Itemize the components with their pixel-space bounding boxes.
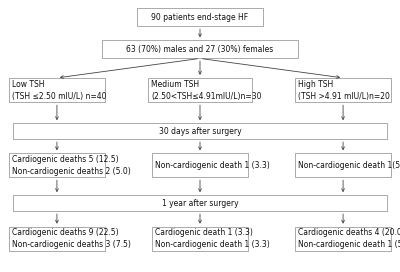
- FancyBboxPatch shape: [13, 123, 387, 139]
- Text: 90 patients end-stage HF: 90 patients end-stage HF: [152, 13, 248, 22]
- FancyBboxPatch shape: [9, 227, 105, 251]
- Text: Cardiogenic deaths 9 (22.5)
Non-cardiogenic deaths 3 (7.5): Cardiogenic deaths 9 (22.5) Non-cardioge…: [12, 228, 131, 249]
- FancyBboxPatch shape: [9, 153, 105, 177]
- Text: 30 days after surgery: 30 days after surgery: [159, 127, 241, 136]
- FancyBboxPatch shape: [295, 78, 391, 103]
- Text: 63 (70%) males and 27 (30%) females: 63 (70%) males and 27 (30%) females: [126, 45, 274, 54]
- Text: Cardiogenic deaths 4 (20.0)
Non-cardiogenic death 1 (5.0): Cardiogenic deaths 4 (20.0) Non-cardioge…: [298, 228, 400, 249]
- FancyBboxPatch shape: [148, 78, 252, 103]
- Text: Low TSH
(TSH ≤2.50 mIU/L) n=40: Low TSH (TSH ≤2.50 mIU/L) n=40: [12, 80, 106, 101]
- FancyBboxPatch shape: [137, 8, 263, 26]
- Text: High TSH
(TSH >4.91 mIU/L)n=20: High TSH (TSH >4.91 mIU/L)n=20: [298, 80, 390, 101]
- FancyBboxPatch shape: [13, 195, 387, 211]
- Text: Non-cardiogenic death 1 (3.3): Non-cardiogenic death 1 (3.3): [155, 161, 270, 170]
- Text: Cardiogenic deaths 5 (12.5)
Non-cardiogenic deaths 2 (5.0): Cardiogenic deaths 5 (12.5) Non-cardioge…: [12, 155, 131, 176]
- Text: Medium TSH
(2.50<TSH≤4.91mIU/L)n=30: Medium TSH (2.50<TSH≤4.91mIU/L)n=30: [151, 80, 262, 101]
- FancyBboxPatch shape: [9, 78, 105, 103]
- FancyBboxPatch shape: [152, 153, 248, 177]
- FancyBboxPatch shape: [152, 227, 248, 251]
- Text: Cardiogenic death 1 (3.3)
Non-cardiogenic death 1 (3.3): Cardiogenic death 1 (3.3) Non-cardiogeni…: [155, 228, 270, 249]
- Text: Non-cardiogenic death 1(5.0): Non-cardiogenic death 1(5.0): [298, 161, 400, 170]
- Text: 1 year after surgery: 1 year after surgery: [162, 199, 238, 208]
- FancyBboxPatch shape: [295, 227, 391, 251]
- FancyBboxPatch shape: [295, 153, 391, 177]
- FancyBboxPatch shape: [102, 40, 298, 58]
